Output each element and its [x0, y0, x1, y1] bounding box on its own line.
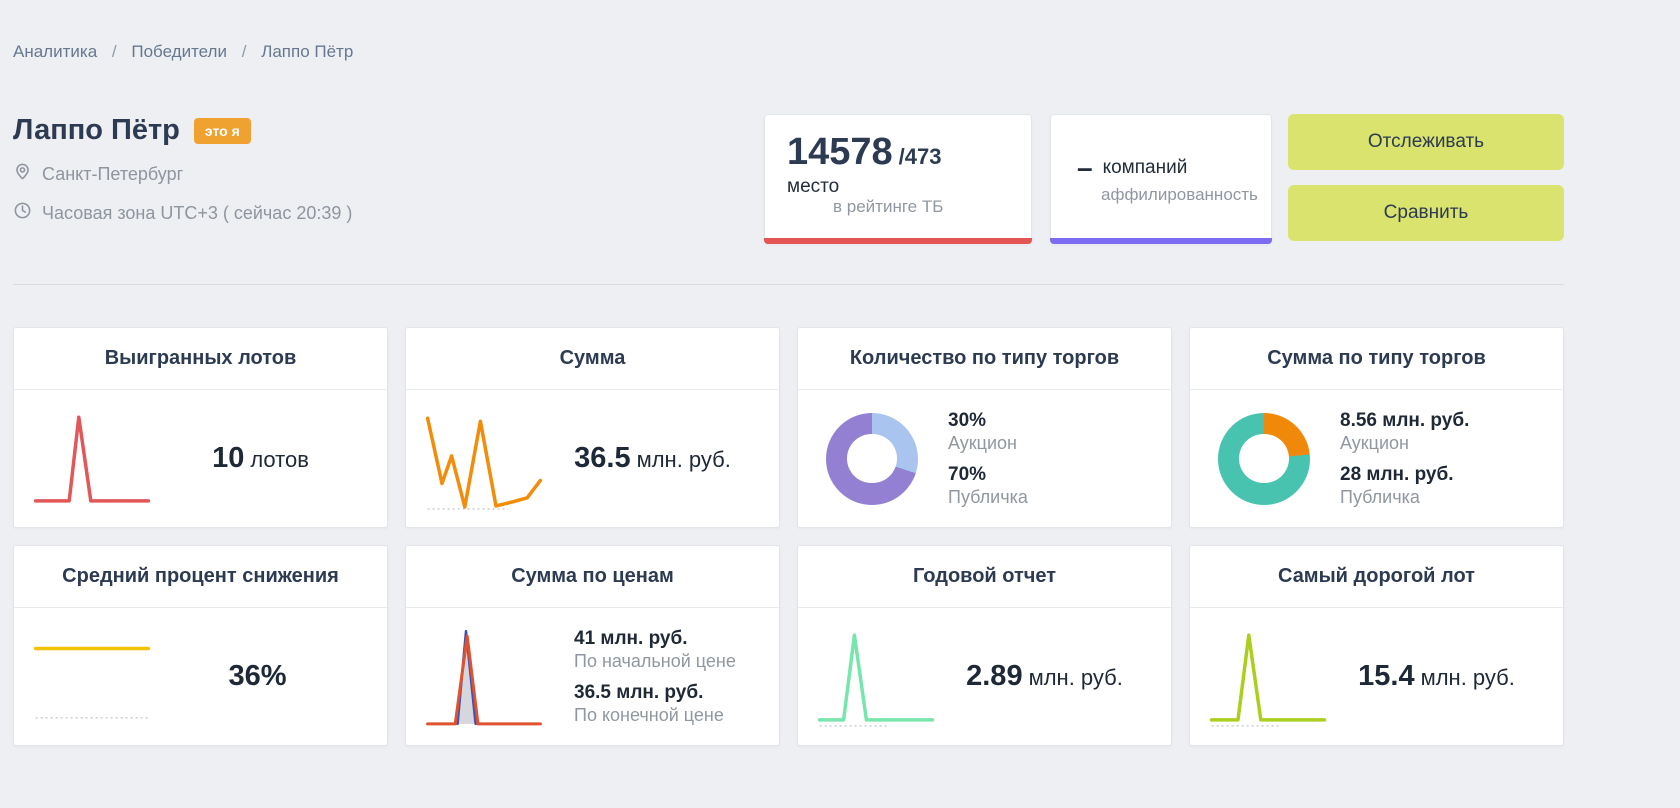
- legend-label: Публичка: [1340, 486, 1420, 507]
- most-expensive-sparkline: [1208, 626, 1328, 728]
- affiliation-dash: –: [1077, 151, 1093, 183]
- header-buttons: Отслеживать Сравнить: [1288, 114, 1564, 241]
- card-title: Сумма: [406, 328, 779, 390]
- rank-label-line2: в рейтинге ТБ: [833, 197, 944, 216]
- legend-item: 70% Публичка: [948, 464, 1153, 508]
- breadcrumb-separator: /: [111, 42, 117, 61]
- rank-value-line: 14578/473: [787, 131, 1009, 174]
- legend-label: Аукцион: [948, 432, 1017, 453]
- most-expensive-value: 15.4 млн. руб.: [1328, 660, 1545, 693]
- profile-info: Лаппо Пётр это я Санкт-Петербург: [13, 114, 764, 225]
- rank-accent-bar: [764, 238, 1032, 244]
- legend-value: 30%: [948, 409, 987, 431]
- avg-discount-sparkline: [32, 626, 152, 728]
- rank-value: 14578: [787, 131, 893, 173]
- annual-report-unit: млн. руб.: [1028, 665, 1123, 690]
- legend-label: Публичка: [948, 486, 1028, 507]
- legend-item: 36.5 млн. руб. По конечной цене: [574, 682, 761, 726]
- affiliation-label1: компаний: [1102, 156, 1188, 178]
- rank-total: /473: [898, 144, 942, 169]
- won-lots-value: 10 лотов: [152, 442, 369, 475]
- card-most-expensive: Самый дорогой лот 15.4 млн. руб.: [1189, 545, 1564, 746]
- affiliation-accent-bar: [1050, 238, 1272, 244]
- card-title: Самый дорогой лот: [1190, 546, 1563, 608]
- avg-discount-number: 36%: [228, 660, 287, 692]
- card-title: Средний процент снижения: [14, 546, 387, 608]
- sum-value: 36.5 млн. руб.: [544, 442, 761, 475]
- breadcrumb-separator: /: [241, 42, 247, 61]
- legend-value: 70%: [948, 463, 987, 485]
- breadcrumb: Аналитика / Победители / Лаппо Пётр: [13, 0, 1564, 62]
- its-me-badge: это я: [193, 117, 251, 144]
- count-by-type-donut-chart: [826, 412, 918, 505]
- card-sum-by-type: Сумма по типу торгов 8.56 млн. руб. Аукц…: [1189, 327, 1564, 528]
- card-title: Количество по типу торгов: [798, 328, 1171, 390]
- legend-value: 8.56 млн. руб.: [1340, 409, 1470, 431]
- affiliation-card: – компаний аффилированность: [1050, 114, 1272, 244]
- most-expensive-unit: млн. руб.: [1420, 665, 1515, 690]
- sum-by-prices-legend: 41 млн. руб. По начальной цене 36.5 млн.…: [544, 628, 761, 726]
- cards-grid: Выигранных лотов 10 лотов Сумма 36.5 млн. …: [13, 327, 1564, 746]
- won-lots-unit: лотов: [250, 447, 309, 472]
- location-row: Санкт-Петербург: [13, 162, 764, 186]
- timezone-text: Часовая зона UTC+3 ( сейчас 20:39 ): [42, 202, 353, 223]
- sum-unit: млн. руб.: [636, 447, 731, 472]
- card-annual-report: Годовой отчет 2.89 млн. руб.: [797, 545, 1172, 746]
- legend-label: По конечной цене: [574, 704, 724, 725]
- sum-sparkline: [424, 408, 544, 510]
- avg-discount-value: 36%: [152, 660, 369, 693]
- card-title: Выигранных лотов: [14, 328, 387, 390]
- profile-header: Лаппо Пётр это я Санкт-Петербург: [13, 114, 1564, 244]
- location-pin-icon: [13, 162, 32, 186]
- card-title: Годовой отчет: [798, 546, 1171, 608]
- won-lots-number: 10: [212, 442, 245, 474]
- most-expensive-number: 15.4: [1358, 660, 1415, 692]
- legend-label: Аукцион: [1340, 432, 1409, 453]
- page-title: Лаппо Пётр: [13, 114, 180, 146]
- card-sum-by-prices: Сумма по ценам 41 млн. руб. По начальной…: [405, 545, 780, 746]
- compare-button[interactable]: Сравнить: [1288, 185, 1564, 241]
- follow-button[interactable]: Отслеживать: [1288, 114, 1564, 170]
- annual-report-number: 2.89: [966, 660, 1023, 692]
- sum-by-type-legend: 8.56 млн. руб. Аукцион 28 млн. руб. Публ…: [1310, 410, 1545, 508]
- rank-card: 14578/473 место в рейтинге ТБ: [764, 114, 1032, 244]
- card-avg-discount: Средний процент снижения 36%: [13, 545, 388, 746]
- legend-item: 28 млн. руб. Публичка: [1340, 464, 1545, 508]
- card-count-by-type: Количество по типу торгов 30% Аукцион 70…: [797, 327, 1172, 528]
- legend-item: 8.56 млн. руб. Аукцион: [1340, 410, 1545, 454]
- annual-report-value: 2.89 млн. руб.: [936, 660, 1153, 693]
- card-title: Сумма по ценам: [406, 546, 779, 608]
- breadcrumb-link-winners[interactable]: Победители: [131, 42, 227, 61]
- legend-value: 41 млн. руб.: [574, 627, 688, 649]
- breadcrumb-current: Лаппо Пётр: [261, 42, 354, 61]
- legend-item: 30% Аукцион: [948, 410, 1153, 454]
- rank-label-line1: место: [787, 176, 840, 197]
- section-divider: [13, 284, 1564, 285]
- card-sum: Сумма 36.5 млн. руб.: [405, 327, 780, 528]
- affiliation-label2: аффилированность: [1101, 184, 1258, 204]
- legend-value: 28 млн. руб.: [1340, 463, 1454, 485]
- location-text: Санкт-Петербург: [42, 163, 184, 184]
- legend-value: 36.5 млн. руб.: [574, 681, 704, 703]
- legend-label: По начальной цене: [574, 650, 736, 671]
- card-title: Сумма по типу торгов: [1190, 328, 1563, 390]
- legend-item: 41 млн. руб. По начальной цене: [574, 628, 761, 672]
- annual-report-sparkline: [816, 626, 936, 728]
- sum-by-type-donut-chart: [1218, 412, 1310, 505]
- clock-icon: [13, 201, 32, 225]
- timezone-row: Часовая зона UTC+3 ( сейчас 20:39 ): [13, 201, 764, 225]
- breadcrumb-link-analytics[interactable]: Аналитика: [13, 42, 98, 61]
- count-by-type-legend: 30% Аукцион 70% Публичка: [918, 410, 1153, 508]
- sum-number: 36.5: [574, 442, 631, 474]
- won-lots-sparkline: [32, 408, 152, 510]
- sum-by-prices-sparkline: [424, 626, 544, 728]
- card-won-lots: Выигранных лотов 10 лотов: [13, 327, 388, 528]
